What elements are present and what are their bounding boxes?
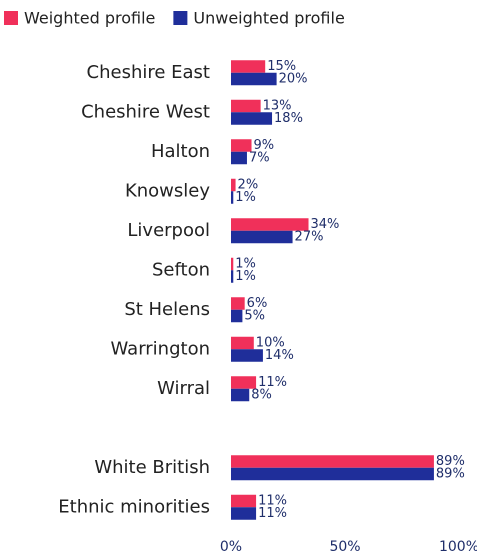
bar xyxy=(231,455,434,468)
category-label: St Helens xyxy=(124,299,210,320)
bar xyxy=(231,376,257,389)
value-label: 34% xyxy=(311,217,340,232)
value-label: 1% xyxy=(235,190,256,205)
bar xyxy=(231,112,273,125)
value-label: 10% xyxy=(256,336,285,351)
value-label: 14% xyxy=(265,348,294,363)
category-label: Halton xyxy=(151,141,210,162)
value-label: 13% xyxy=(263,99,292,114)
category-label: Liverpool xyxy=(127,220,210,241)
bar xyxy=(231,230,293,244)
value-label: 89% xyxy=(436,454,465,469)
value-label: 8% xyxy=(251,388,272,403)
value-label: 27% xyxy=(295,230,324,245)
bar xyxy=(231,191,234,204)
bar xyxy=(231,99,261,113)
bar xyxy=(231,151,247,165)
legend-label: Unweighted profile xyxy=(193,9,344,28)
legend-label: Weighted profile xyxy=(24,9,155,28)
value-label: 20% xyxy=(279,72,308,87)
legend-swatch xyxy=(173,11,188,25)
category-label: Ethnic minorities xyxy=(58,496,210,517)
category-label: White British xyxy=(94,457,210,478)
bar xyxy=(231,467,434,481)
legend-swatch xyxy=(4,11,18,25)
value-label: 2% xyxy=(238,178,259,193)
bar xyxy=(231,309,243,323)
bar xyxy=(231,139,252,152)
bar xyxy=(231,178,236,192)
category-label: Wirral xyxy=(157,378,210,399)
category-label: Knowsley xyxy=(125,180,210,201)
bar xyxy=(231,336,254,350)
bar xyxy=(231,349,263,362)
category-label: Cheshire West xyxy=(81,101,210,122)
value-label: 1% xyxy=(235,269,256,284)
value-label: 6% xyxy=(247,296,268,311)
category-label: Warrington xyxy=(111,338,210,359)
bar xyxy=(231,388,250,402)
bar xyxy=(231,60,266,73)
bar xyxy=(231,507,257,520)
x-tick-label: 100% xyxy=(439,539,477,555)
bar xyxy=(231,270,234,283)
value-label: 5% xyxy=(244,309,265,324)
value-label: 11% xyxy=(258,494,287,509)
x-tick-label: 50% xyxy=(329,539,360,555)
value-label: 7% xyxy=(249,151,270,166)
value-label: 11% xyxy=(258,506,287,521)
bar xyxy=(231,257,234,271)
bar xyxy=(231,297,245,310)
bar xyxy=(231,494,257,508)
value-label: 15% xyxy=(267,59,296,74)
value-label: 1% xyxy=(235,257,256,272)
value-label: 89% xyxy=(436,467,465,482)
value-label: 9% xyxy=(254,138,275,153)
x-tick-label: 0% xyxy=(220,539,242,555)
value-label: 18% xyxy=(274,111,303,126)
value-label: 11% xyxy=(258,375,287,390)
category-label: Sefton xyxy=(152,259,210,280)
bar xyxy=(231,72,277,86)
category-label: Cheshire East xyxy=(87,62,210,83)
bar xyxy=(231,218,309,231)
